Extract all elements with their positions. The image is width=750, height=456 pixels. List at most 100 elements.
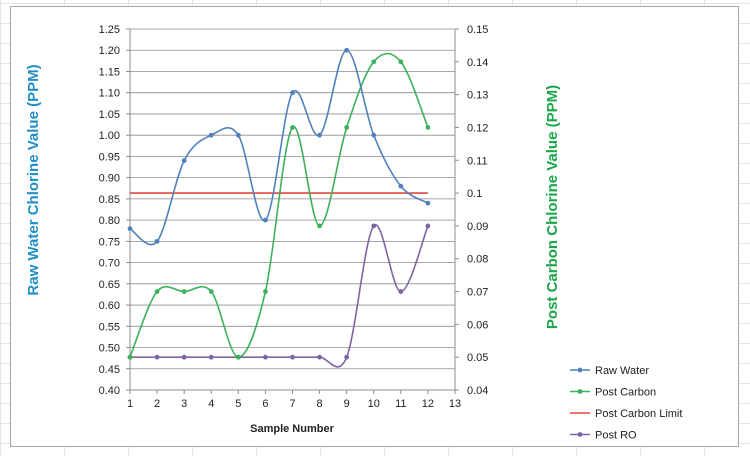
right-tick-label: 0.06 xyxy=(467,319,488,331)
left-axis-ticks: 0.40 0.45 0.50 0.55 0.60 0.65 0.70 0.75 0.80 0.85… xyxy=(99,24,130,397)
data-point-post-carbon xyxy=(398,59,404,65)
data-point-post-carbon xyxy=(235,354,241,360)
right-tick-label: 0.04 xyxy=(467,385,488,397)
legend-label: Post RO xyxy=(595,430,637,442)
data-point-post-carbon xyxy=(290,125,295,130)
right-tick-label: 0.05 xyxy=(467,352,488,364)
x-tick-label: 10 xyxy=(368,398,380,410)
left-tick-label: 0.55 xyxy=(99,321,120,333)
left-tick-label: 0.75 xyxy=(99,236,120,248)
legend-label: Post Carbon Limit xyxy=(595,408,682,420)
right-tick-label: 0.15 xyxy=(467,24,488,36)
data-point-post-carbon xyxy=(263,289,268,294)
data-point-post-ro xyxy=(371,223,377,229)
data-point-raw-water xyxy=(317,132,322,138)
data-point-raw-water xyxy=(263,217,268,223)
x-axis-ticks: 1 2 3 4 5 6 7 8 9 10 11 12 13 xyxy=(127,390,461,410)
data-point-post-carbon xyxy=(208,289,214,294)
data-point-post-carbon xyxy=(371,59,377,65)
axes xyxy=(129,29,456,391)
left-tick-label: 0.80 xyxy=(99,215,120,227)
data-point-post-carbon xyxy=(181,289,187,294)
right-tick-label: 0.13 xyxy=(467,90,488,102)
series-post-carbon xyxy=(127,52,431,360)
data-point-raw-water xyxy=(425,200,431,206)
right-tick-label: 0.09 xyxy=(467,221,488,233)
right-tick-label: 0.11 xyxy=(467,155,488,167)
right-tick-label: 0.12 xyxy=(467,122,488,134)
data-point-post-ro xyxy=(317,354,322,360)
data-point-post-carbon xyxy=(317,223,322,229)
right-axis-ticks: 0.04 0.05 0.06 0.07 0.08 0.09 0.1 0.11 0.12 0.13 0… xyxy=(455,24,488,397)
x-tick-label: 8 xyxy=(317,398,323,410)
series-raw-water xyxy=(127,47,431,246)
data-point-raw-water xyxy=(290,90,295,96)
left-tick-label: 1.10 xyxy=(99,88,120,100)
x-tick-label: 11 xyxy=(395,398,406,410)
x-tick-label: 7 xyxy=(289,398,295,410)
series-line-post-carbon xyxy=(129,52,429,358)
right-tick-label: 0.07 xyxy=(467,287,488,299)
data-point-post-carbon xyxy=(344,125,350,130)
legend-item-post-ro: Post RO xyxy=(570,430,637,442)
data-point-raw-water xyxy=(371,132,377,138)
left-tick-label: 0.45 xyxy=(99,364,120,376)
gridlines xyxy=(130,28,455,391)
data-point-post-ro xyxy=(154,354,160,360)
data-point-post-ro xyxy=(425,223,431,229)
data-point-post-ro xyxy=(263,354,268,360)
right-tick-label: 0.14 xyxy=(467,57,488,69)
x-axis-title: Sample Number xyxy=(250,423,334,435)
right-tick-label: 0.1 xyxy=(467,188,482,200)
right-tick-label: 0.08 xyxy=(467,254,488,266)
legend-item-post-carbon: Post Carbon xyxy=(570,387,656,399)
left-tick-label: 1.00 xyxy=(99,130,120,142)
x-tick-label: 5 xyxy=(235,398,241,410)
legend-item-raw-water: Raw Water xyxy=(570,365,649,377)
left-tick-label: 0.70 xyxy=(99,258,120,270)
left-tick-label: 0.95 xyxy=(99,151,120,163)
legend-label: Raw Water xyxy=(595,365,649,377)
series-line-raw-water xyxy=(129,49,429,246)
legend: Raw Water Post Carbon Post Carbon Limit Pos… xyxy=(570,365,682,442)
data-point-raw-water xyxy=(208,132,214,138)
left-tick-label: 1.20 xyxy=(99,45,120,57)
x-tick-label: 6 xyxy=(262,398,268,410)
data-point-post-carbon xyxy=(425,125,431,130)
x-tick-label: 2 xyxy=(154,398,160,410)
data-point-raw-water xyxy=(235,132,241,138)
series-line-post-ro xyxy=(130,224,429,368)
legend-marker xyxy=(577,367,583,373)
data-point-post-ro xyxy=(208,354,214,360)
data-point-post-ro xyxy=(181,354,187,360)
left-tick-label: 0.85 xyxy=(99,194,120,206)
data-point-post-carbon xyxy=(127,354,133,360)
series-post-ro xyxy=(127,223,431,368)
legend-label: Post Carbon xyxy=(595,387,656,399)
x-tick-label: 13 xyxy=(449,398,461,410)
data-point-post-ro xyxy=(398,289,404,294)
legend-marker xyxy=(577,432,583,437)
left-tick-label: 0.40 xyxy=(99,385,120,397)
y-axis-title: Raw Water Chlorine Value (PPM) xyxy=(25,64,42,295)
x-tick-label: 9 xyxy=(344,398,350,410)
x-tick-label: 1 xyxy=(127,398,133,410)
x-tick-label: 3 xyxy=(181,398,187,410)
data-point-raw-water xyxy=(181,158,187,164)
x-tick-label: 12 xyxy=(422,398,434,410)
left-tick-label: 1.25 xyxy=(99,24,120,36)
left-tick-label: 1.15 xyxy=(99,66,120,78)
data-point-post-ro xyxy=(344,354,350,360)
left-tick-label: 0.90 xyxy=(99,173,120,185)
data-point-raw-water xyxy=(344,47,350,53)
y2-axis-title: Post Carbon Chlorine Value (PPM) xyxy=(544,85,561,329)
left-tick-label: 1.05 xyxy=(99,109,120,121)
data-point-post-ro xyxy=(290,354,295,360)
data-point-post-carbon xyxy=(154,289,160,294)
x-tick-label: 4 xyxy=(208,398,214,410)
legend-item-post-carbon-limit: Post Carbon Limit xyxy=(570,408,682,420)
series-group xyxy=(127,47,431,368)
left-tick-label: 0.65 xyxy=(99,279,120,291)
data-point-raw-water xyxy=(127,226,133,232)
